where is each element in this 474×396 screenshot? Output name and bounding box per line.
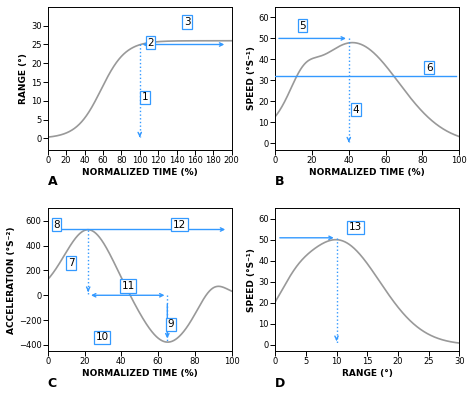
Text: 6: 6: [426, 63, 433, 73]
Text: C: C: [48, 377, 57, 390]
Text: 11: 11: [121, 281, 135, 291]
Text: 13: 13: [349, 222, 362, 232]
Text: 3: 3: [184, 17, 191, 27]
Text: 12: 12: [173, 219, 186, 230]
Y-axis label: SPEED (°S⁻¹): SPEED (°S⁻¹): [246, 248, 255, 312]
Text: 1: 1: [142, 92, 148, 102]
Y-axis label: SPEED (°S⁻¹): SPEED (°S⁻¹): [246, 46, 255, 110]
Text: 9: 9: [167, 320, 174, 329]
Y-axis label: ACCELERATION (°S⁻²): ACCELERATION (°S⁻²): [7, 226, 16, 333]
X-axis label: NORMALIZED TIME (%): NORMALIZED TIME (%): [310, 168, 425, 177]
Y-axis label: RANGE (°): RANGE (°): [19, 53, 28, 104]
Text: 2: 2: [147, 38, 154, 48]
X-axis label: NORMALIZED TIME (%): NORMALIZED TIME (%): [82, 369, 198, 378]
Text: D: D: [275, 377, 285, 390]
X-axis label: NORMALIZED TIME (%): NORMALIZED TIME (%): [82, 168, 198, 177]
Text: B: B: [275, 175, 285, 188]
Text: 8: 8: [53, 219, 60, 230]
Text: 7: 7: [68, 258, 74, 268]
Text: A: A: [48, 175, 57, 188]
Text: 10: 10: [96, 333, 109, 343]
X-axis label: RANGE (°): RANGE (°): [342, 369, 392, 378]
Text: 5: 5: [299, 21, 306, 31]
Text: 4: 4: [353, 105, 359, 115]
